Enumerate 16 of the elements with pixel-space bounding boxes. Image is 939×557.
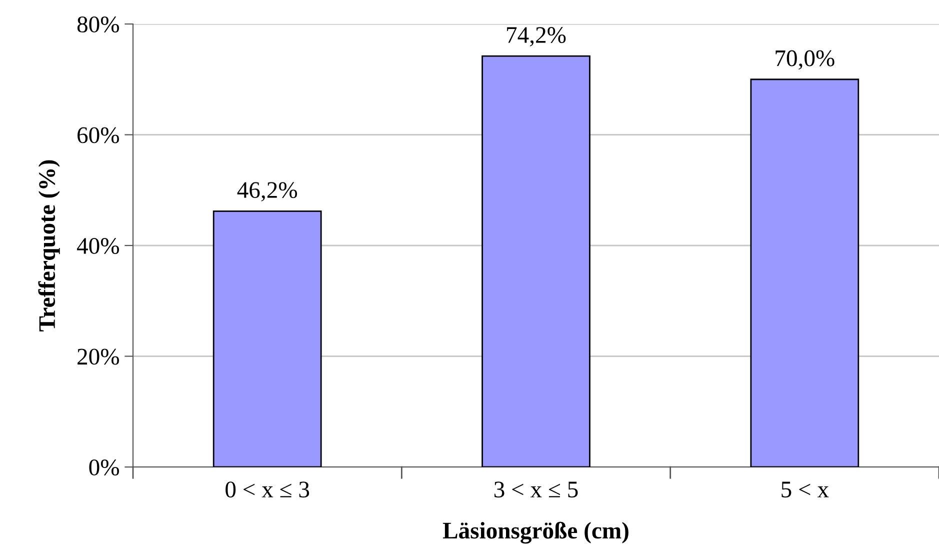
bar <box>482 55 590 467</box>
data-label: 74,2% <box>507 27 566 46</box>
y-tick-label: 0% <box>89 459 119 476</box>
x-tick-label: 0 < x ≤ 3 <box>226 482 310 498</box>
y-tick-label: 60% <box>78 127 119 144</box>
x-tick-label: 5 < x <box>782 482 829 498</box>
bar <box>212 210 322 467</box>
x-axis-title: Läsionsgröße (cm) <box>442 522 628 544</box>
y-tick-label: 20% <box>78 348 119 365</box>
data-label: 70,0% <box>776 50 834 70</box>
x-tick-label: 3 < x ≤ 5 <box>494 482 578 498</box>
y-tick-label: 40% <box>76 238 119 254</box>
y-axis-title: Trefferquote (%) <box>38 160 60 332</box>
bar <box>750 78 860 467</box>
y-tick-label: 80% <box>77 16 119 32</box>
data-label: 46,2% <box>237 182 298 202</box>
